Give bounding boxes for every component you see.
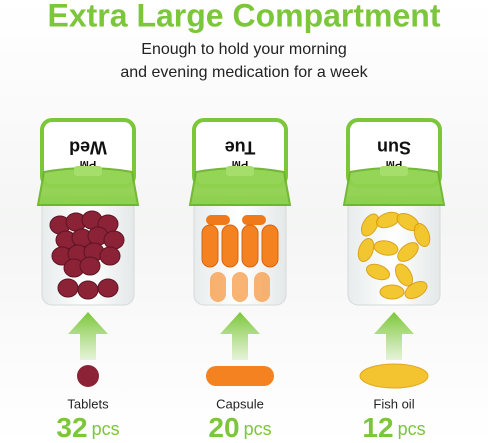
arrow — [220, 312, 260, 360]
capsule — [241, 224, 259, 268]
lid-tab — [74, 166, 102, 176]
softgel — [373, 240, 399, 256]
tablet-icon — [77, 365, 99, 387]
softgel — [404, 280, 428, 300]
capsule — [232, 272, 248, 302]
count: 20 — [208, 412, 239, 443]
softgel — [379, 284, 405, 300]
pill-count: 20 pcs — [208, 412, 271, 443]
softgel — [360, 213, 380, 237]
tablet — [77, 280, 99, 300]
arrow — [374, 312, 414, 360]
day: Wed — [69, 137, 107, 157]
pill-name: Tablets — [67, 396, 109, 411]
capsule — [254, 272, 270, 302]
day: Sun — [377, 137, 411, 157]
lid-tab — [226, 166, 254, 176]
pill-name: Capsule — [216, 396, 264, 411]
tablet — [97, 278, 119, 298]
unit: pcs — [92, 419, 120, 439]
capsule — [206, 215, 230, 225]
subtitle: and evening medication for a week — [120, 64, 368, 81]
pill-name: Fish oil — [373, 396, 414, 411]
tablet — [103, 230, 125, 250]
capsule — [210, 272, 226, 302]
softgel — [365, 263, 391, 281]
softgel — [357, 237, 375, 263]
softgel-icon — [359, 363, 429, 389]
pill-count: 12 pcs — [362, 412, 425, 443]
arrow — [68, 312, 108, 360]
tablet — [57, 278, 79, 298]
capsule — [221, 224, 239, 268]
capsule — [201, 224, 219, 268]
capsule — [242, 215, 266, 225]
subtitle: Enough to hold your morning — [141, 41, 346, 58]
softgel — [413, 222, 431, 248]
title: Extra Large Compartment — [48, 0, 441, 33]
pill-count: 32 pcs — [56, 412, 119, 443]
lid-tab — [380, 166, 408, 176]
unit: pcs — [398, 419, 426, 439]
tablet — [79, 256, 101, 276]
capsule — [261, 224, 279, 268]
day: Tue — [225, 137, 256, 157]
unit: pcs — [244, 419, 272, 439]
capsule-icon — [206, 366, 274, 386]
softgel — [397, 242, 419, 262]
count: 32 — [56, 412, 87, 443]
count: 12 — [362, 412, 393, 443]
tablet — [99, 246, 121, 266]
